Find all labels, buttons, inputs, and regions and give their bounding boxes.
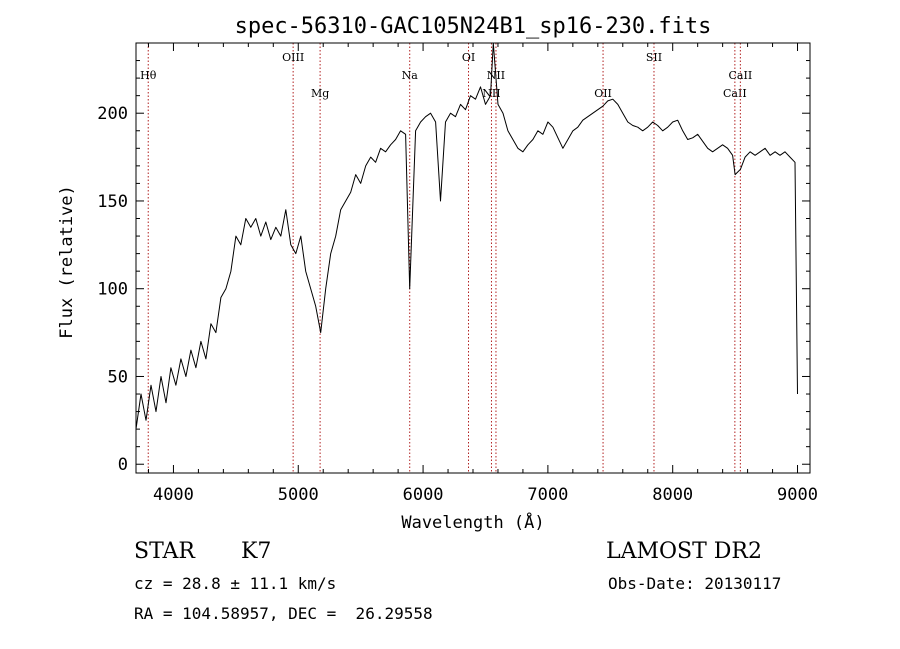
plot-frame — [135, 42, 811, 474]
observation-date: Obs-Date: 20130117 — [608, 574, 782, 593]
x-axis-label: Wavelength (Å) — [401, 511, 544, 533]
flux-line — [135, 42, 798, 430]
sky-coordinates: RA = 104.58957, DEC = 26.29558 — [134, 604, 433, 623]
x-tick-label: 6000 — [403, 485, 444, 505]
line-marker-label: OIII — [282, 51, 304, 64]
x-axis-ticks: 4000 5000 6000 7000 8000 9000 — [147, 43, 818, 505]
line-marker-label: CaII — [729, 69, 753, 82]
line-marker-label: OII — [594, 87, 612, 100]
line-marker-label: Mg — [311, 87, 329, 100]
line-marker-label: Na — [402, 69, 419, 82]
y-axis-label: Flux (relative) — [57, 185, 77, 339]
y-tick-label: 150 — [97, 192, 128, 212]
redshift-velocity: cz = 28.8 ± 11.1 km/s — [134, 574, 337, 593]
object-subclass: K7 — [241, 539, 272, 564]
survey-name: LAMOST DR2 — [606, 539, 762, 564]
flux-series — [135, 42, 798, 430]
x-tick-label: 8000 — [652, 485, 693, 505]
y-tick-label: 200 — [97, 104, 128, 124]
line-marker-label: Hθ — [140, 69, 157, 82]
object-class: STAR — [134, 539, 195, 564]
chart-title: spec-56310-GAC105N24B1_sp16-230.fits — [235, 14, 712, 39]
x-tick-label: 7000 — [527, 485, 568, 505]
y-tick-label: 100 — [97, 280, 128, 300]
x-tick-label: 4000 — [153, 485, 194, 505]
line-marker-label: SII — [646, 51, 662, 64]
line-marker-label: OI — [462, 51, 475, 64]
y-tick-label: 0 — [118, 455, 128, 475]
x-tick-label: 5000 — [278, 485, 319, 505]
line-marker-label: CaII — [723, 87, 747, 100]
y-axis-ticks: 0 50 100 150 200 — [97, 60, 810, 475]
x-tick-label: 9000 — [777, 485, 818, 505]
y-tick-label: 50 — [108, 367, 128, 387]
